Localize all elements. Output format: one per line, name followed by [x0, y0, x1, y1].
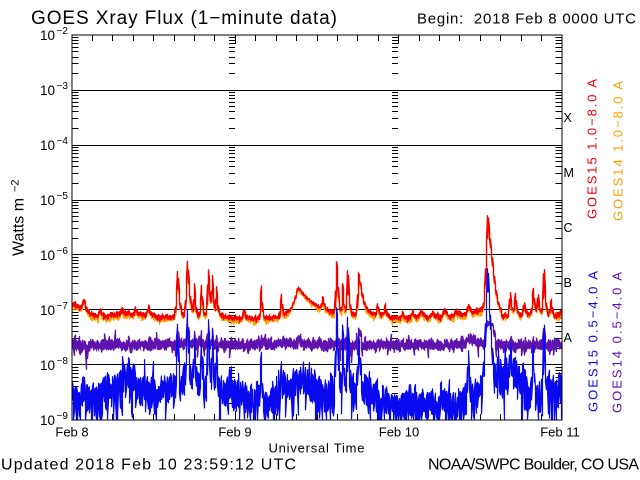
svg-text:−6: −6: [57, 246, 69, 257]
svg-text:−9: −9: [57, 411, 69, 422]
svg-text:M: M: [564, 166, 574, 180]
svg-text:GOES15 1.0−8.0 A: GOES15 1.0−8.0 A: [585, 79, 600, 219]
svg-text:B: B: [564, 276, 572, 290]
svg-text:Updated 2018 Feb 10 23:59:12 U: Updated 2018 Feb 10 23:59:12 UTC: [1, 457, 296, 474]
svg-text:−3: −3: [57, 81, 69, 92]
svg-text:10: 10: [40, 358, 55, 373]
svg-text:10: 10: [40, 138, 55, 153]
svg-text:−7: −7: [57, 301, 69, 312]
svg-text:−2: −2: [57, 26, 69, 37]
svg-text:A: A: [564, 331, 573, 345]
svg-text:C: C: [564, 221, 573, 235]
svg-text:Watts m: Watts m: [11, 198, 28, 256]
svg-text:−5: −5: [57, 191, 69, 202]
svg-text:Feb 10: Feb 10: [379, 425, 419, 440]
svg-text:10: 10: [40, 413, 55, 428]
svg-text:Feb 11: Feb 11: [540, 425, 580, 440]
svg-text:10: 10: [40, 248, 55, 263]
svg-text:GOES15 0.5−4.0 A: GOES15 0.5−4.0 A: [586, 271, 601, 412]
svg-text:Feb 9: Feb 9: [218, 425, 251, 440]
svg-text:Begin: 2018 Feb 8 0000 UTC: Begin: 2018 Feb 8 0000 UTC: [417, 11, 636, 28]
svg-text:GOES14 0.5−4.0 A: GOES14 0.5−4.0 A: [610, 272, 625, 413]
svg-text:10: 10: [40, 28, 55, 43]
svg-text:−2: −2: [10, 179, 22, 192]
svg-text:−4: −4: [57, 136, 69, 147]
svg-text:10: 10: [40, 83, 55, 98]
svg-text:GOES14 1.0−8.0 A: GOES14 1.0−8.0 A: [611, 81, 626, 221]
svg-text:Universal Time: Universal Time: [269, 441, 365, 456]
svg-text:10: 10: [40, 303, 55, 318]
svg-text:X: X: [564, 111, 573, 125]
svg-text:−8: −8: [57, 356, 69, 367]
svg-text:GOES Xray Flux (1−minute data): GOES Xray Flux (1−minute data): [31, 8, 337, 29]
svg-text:NOAA/SWPC Boulder, CO USA: NOAA/SWPC Boulder, CO USA: [428, 457, 639, 474]
svg-text:10: 10: [40, 193, 55, 208]
svg-text:Feb 8: Feb 8: [55, 425, 88, 440]
